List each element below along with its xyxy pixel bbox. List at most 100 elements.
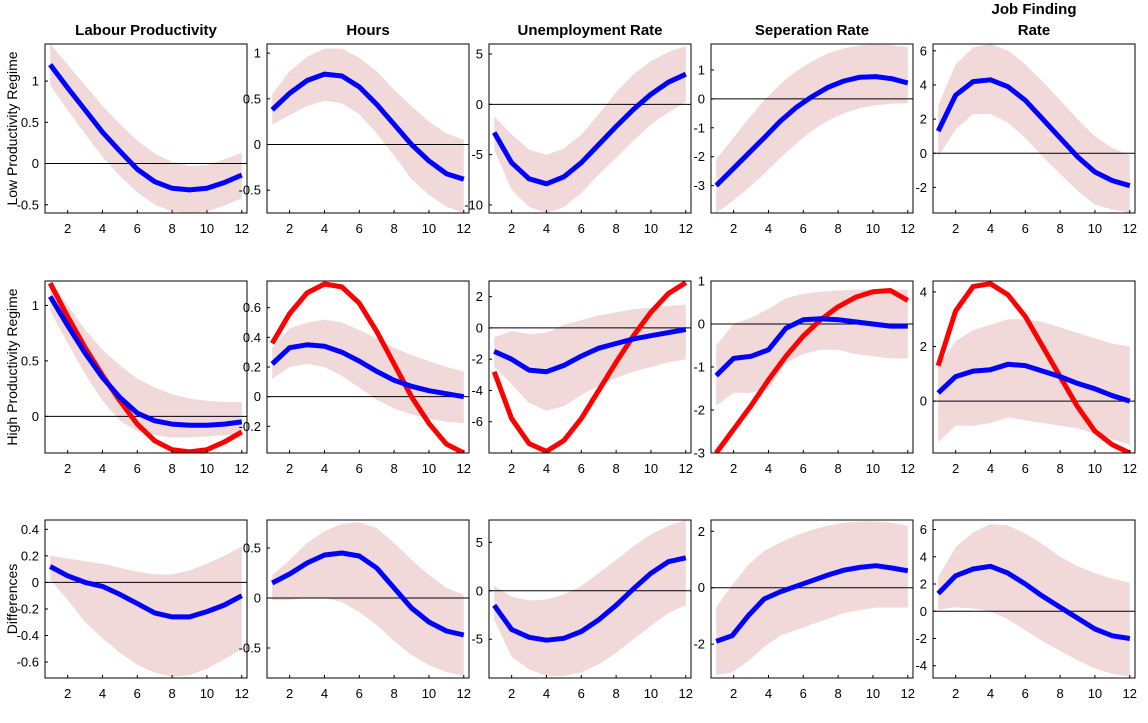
x-tick-label: 4 (987, 461, 994, 476)
impulse-response-line (271, 550, 465, 638)
x-tick-label: 10 (644, 221, 658, 236)
y-tick-label: -5 (471, 632, 483, 647)
x-tick-label: 6 (800, 686, 807, 701)
x-tick-label: 12 (679, 461, 693, 476)
x-tick-label: 2 (952, 686, 959, 701)
low-regime-reference-line (935, 281, 1131, 453)
y-tick-label: 0 (32, 575, 39, 590)
x-tick-label: 2 (952, 221, 959, 236)
impulse-response-line (714, 74, 909, 188)
y-tick-label: -3 (693, 446, 705, 461)
x-tick-label: 12 (235, 461, 249, 476)
x-tick-label: 4 (321, 686, 328, 701)
confidence-band (716, 289, 908, 406)
y-tick-label: 0.6 (243, 300, 261, 315)
x-tick-label: 6 (800, 221, 807, 236)
impulse-response-line (936, 361, 1131, 404)
x-tick-label: 8 (835, 686, 842, 701)
x-tick-label: 12 (457, 221, 471, 236)
x-tick-label: 2 (64, 461, 71, 476)
y-tick-label: -2 (471, 352, 483, 367)
impulse-response-line (48, 295, 243, 428)
y-tick-label: 2 (698, 524, 705, 539)
x-tick-label: 8 (613, 686, 620, 701)
confidence-band (272, 48, 464, 213)
panel-frame (488, 519, 692, 679)
y-tick-label: 1 (254, 46, 261, 61)
confidence-band (50, 281, 242, 438)
y-tick-label: 2 (920, 339, 927, 354)
y-tick-label: 0.4 (21, 522, 39, 537)
y-tick-label: 0 (920, 146, 927, 161)
low-regime-reference-line (270, 281, 465, 453)
confidence-band (272, 522, 464, 676)
x-tick-label: 8 (169, 461, 176, 476)
y-tick-label: 0 (476, 583, 483, 598)
x-tick-label: 2 (64, 221, 71, 236)
x-tick-label: 4 (99, 461, 106, 476)
x-tick-label: 6 (356, 461, 363, 476)
x-tick-label: 4 (765, 686, 772, 701)
x-tick-label: 6 (578, 221, 585, 236)
confidence-band (272, 319, 464, 424)
y-tick-label: -10 (464, 197, 483, 212)
x-tick-label: 6 (1022, 221, 1029, 236)
x-tick-label: 8 (613, 461, 620, 476)
y-tick-label: 0 (254, 591, 261, 606)
confidence-band (494, 520, 686, 677)
x-tick-label: 6 (578, 686, 585, 701)
impulse-response-line (492, 71, 687, 187)
x-tick-label: 12 (457, 686, 471, 701)
column-title-job-finding-line1: Job Finding (992, 1, 1077, 18)
y-tick-label: 1 (698, 63, 705, 78)
panel-frame (710, 519, 914, 679)
panel-frame (266, 43, 470, 214)
x-tick-label: 10 (200, 686, 214, 701)
x-tick-label: 8 (1057, 221, 1064, 236)
y-tick-label: 1 (698, 274, 705, 289)
confidence-band (938, 524, 1130, 677)
row-label: Differences (4, 564, 20, 635)
y-tick-label: 0.5 (243, 541, 261, 556)
column-title: Hours (346, 22, 389, 39)
x-tick-label: 8 (169, 221, 176, 236)
x-tick-label: 6 (1022, 686, 1029, 701)
x-tick-label: 6 (356, 221, 363, 236)
x-tick-label: 10 (422, 221, 436, 236)
x-tick-label: 4 (543, 686, 550, 701)
x-tick-label: 12 (1123, 221, 1137, 236)
x-tick-label: 2 (508, 461, 515, 476)
x-tick-label: 6 (134, 221, 141, 236)
x-tick-label: 10 (866, 686, 880, 701)
y-tick-label: 4 (920, 549, 927, 564)
impulse-response-line (935, 77, 1131, 189)
impulse-response-line (714, 316, 908, 378)
x-tick-label: 12 (679, 686, 693, 701)
y-tick-label: 0 (698, 91, 705, 106)
x-tick-label: 12 (235, 221, 249, 236)
x-tick-label: 8 (1057, 461, 1064, 476)
y-tick-label: 4 (920, 284, 927, 299)
impulse-response-line (270, 71, 465, 182)
confidence-band (50, 546, 242, 677)
low-regime-reference-line (47, 282, 244, 453)
x-tick-label: 2 (508, 686, 515, 701)
y-tick-label: -0.2 (239, 419, 261, 434)
x-tick-label: 8 (169, 686, 176, 701)
y-tick-label: -2 (693, 149, 705, 164)
x-tick-label: 12 (1123, 686, 1137, 701)
x-tick-label: 6 (578, 461, 585, 476)
y-tick-label: 4 (920, 77, 927, 92)
y-tick-label: 0 (698, 580, 705, 595)
y-tick-label: 0.5 (21, 353, 39, 368)
x-tick-label: 2 (286, 221, 293, 236)
confidence-band (938, 44, 1130, 213)
y-tick-label: 6 (920, 43, 927, 58)
impulse-response-line (493, 327, 687, 375)
y-tick-label: 0 (254, 389, 261, 404)
x-tick-label: 2 (730, 221, 737, 236)
y-tick-label: 0.2 (243, 360, 261, 375)
x-tick-label: 10 (200, 461, 214, 476)
x-tick-label: 4 (765, 461, 772, 476)
y-tick-label: 0 (920, 394, 927, 409)
